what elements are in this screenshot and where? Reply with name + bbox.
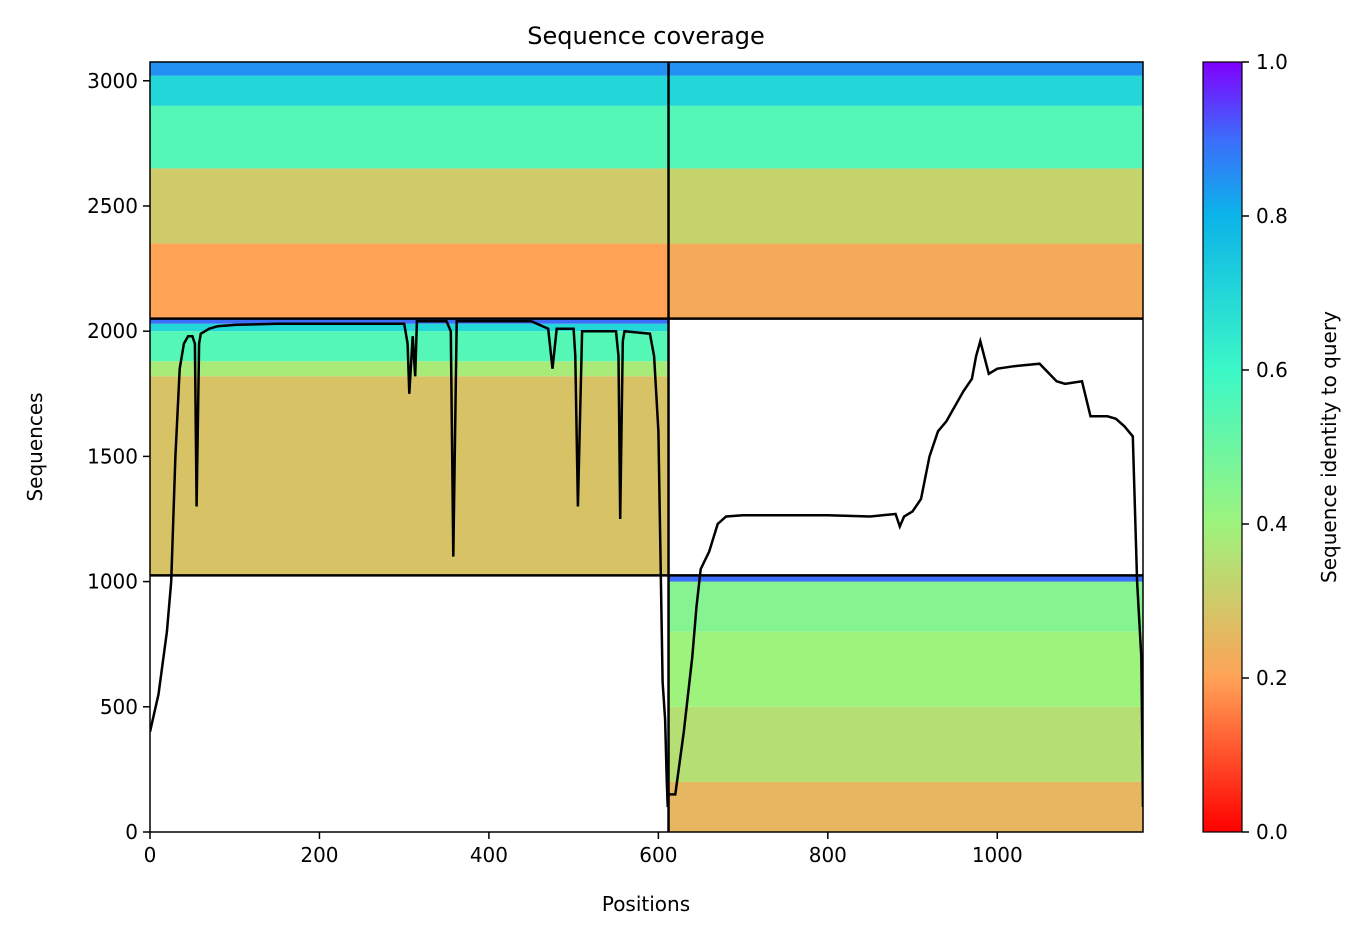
colorbar-label: Sequence identity to query — [1317, 311, 1341, 583]
y-tick-label: 3000 — [87, 69, 138, 93]
x-tick-label: 800 — [809, 843, 847, 867]
y-tick-label: 1000 — [87, 570, 138, 594]
block-0-band-3 — [150, 75, 669, 106]
block-1-band-2 — [668, 105, 1143, 169]
colorbar — [1202, 61, 1243, 833]
colorbar-tick-label: 0.8 — [1256, 204, 1288, 228]
colorbar-ticks: 0.0 0.2 0.4 0.6 0.8 1.0 — [1242, 50, 1288, 844]
colorbar-tick-label: 0.6 — [1256, 358, 1288, 382]
x-axis-label: Positions — [602, 892, 690, 916]
y-axis-label: Sequences — [23, 392, 47, 501]
block-3-band-2 — [668, 631, 1143, 707]
block-1-band-3 — [668, 75, 1143, 106]
block-1-band-0 — [668, 243, 1143, 319]
block-0-band-0 — [150, 243, 669, 319]
x-tick-label: 600 — [639, 843, 677, 867]
x-axis-ticks: 0 200 400 600 800 1000 — [144, 832, 1023, 867]
block-0-band-4 — [150, 62, 669, 76]
coverage-blocks — [150, 62, 1143, 832]
block-1-band-4 — [668, 62, 1143, 76]
x-tick-label: 0 — [144, 843, 157, 867]
y-axis-ticks: 0 500 1000 1500 2000 2500 3000 — [87, 69, 150, 844]
block-2-band-3 — [150, 323, 669, 332]
y-tick-label: 2500 — [87, 194, 138, 218]
x-tick-label: 400 — [470, 843, 508, 867]
y-tick-label: 0 — [125, 820, 138, 844]
block-dividers — [150, 62, 1143, 832]
x-tick-label: 200 — [300, 843, 338, 867]
block-2-band-4 — [150, 318, 669, 324]
coverage-line — [150, 319, 1143, 808]
block-0-band-1 — [150, 168, 669, 244]
block-0-band-2 — [150, 105, 669, 169]
block-1-band-1 — [668, 168, 1143, 244]
block-3-band-0 — [668, 781, 1143, 832]
colorbar-tick-label: 0.0 — [1256, 820, 1288, 844]
colorbar-tick-label: 0.4 — [1256, 512, 1288, 536]
colorbar-tick-label: 1.0 — [1256, 50, 1288, 74]
y-tick-label: 500 — [100, 695, 138, 719]
block-3-band-3 — [668, 581, 1143, 632]
block-2-band-0 — [150, 376, 669, 576]
block-3-band-1 — [668, 706, 1143, 782]
block-3-band-4 — [668, 575, 1143, 582]
chart-title: Sequence coverage — [527, 22, 764, 50]
colorbar-tick-label: 0.2 — [1256, 666, 1288, 690]
y-tick-label: 1500 — [87, 444, 138, 468]
plot-frame — [149, 61, 1144, 833]
x-tick-label: 1000 — [972, 843, 1023, 867]
y-tick-label: 2000 — [87, 319, 138, 343]
